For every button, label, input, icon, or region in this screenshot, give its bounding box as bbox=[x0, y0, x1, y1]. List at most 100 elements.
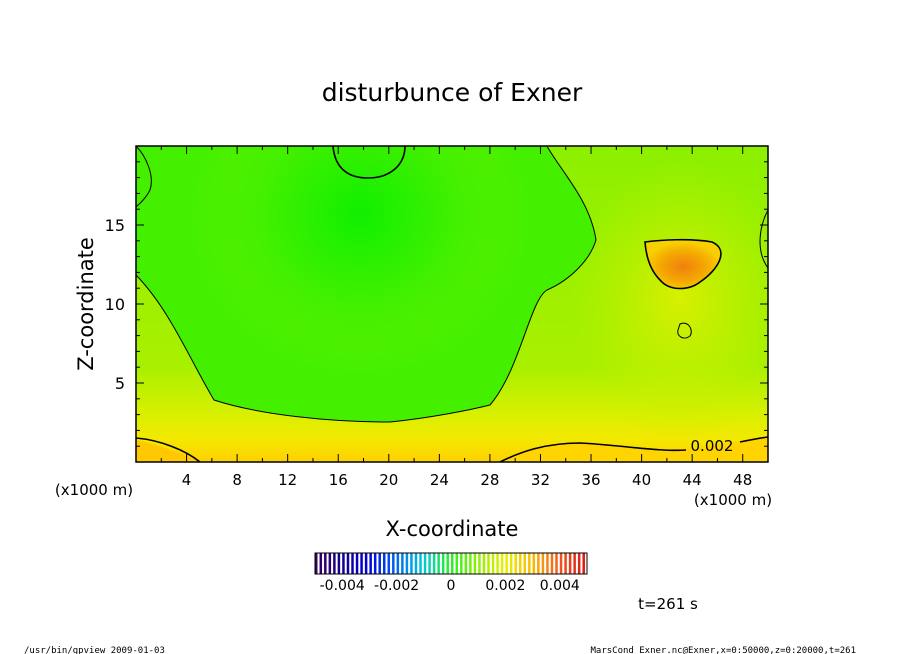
x-tick-label: 32 bbox=[531, 471, 550, 489]
colorbar-tick-label: -0.002 bbox=[374, 578, 419, 594]
colorbar-swatch bbox=[460, 553, 463, 574]
field-right-warm-zone bbox=[570, 160, 768, 440]
x-tick-label: 4 bbox=[182, 471, 192, 489]
colorbar-swatch bbox=[396, 553, 400, 574]
colorbar-swatch bbox=[419, 553, 422, 574]
colorbar-swatch bbox=[519, 553, 522, 574]
x-tick-label: 24 bbox=[430, 471, 449, 489]
footer-right: MarsCond_Exner.nc@Exner,x=0:50000,z=0:20… bbox=[590, 646, 856, 654]
colorbar-ticks: -0.004 -0.002 0 0.002 0.004 bbox=[320, 578, 580, 594]
colorbar-swatch bbox=[537, 553, 540, 574]
chart-title: disturbunce of Exner bbox=[322, 78, 583, 107]
x-tick-label: 44 bbox=[683, 471, 702, 489]
colorbar-swatch bbox=[577, 553, 581, 574]
colorbar-swatch bbox=[523, 553, 527, 574]
contour-line-bottom-left bbox=[136, 437, 201, 462]
x-tick-label: 12 bbox=[278, 471, 297, 489]
x-tick-label: 8 bbox=[232, 471, 242, 489]
colorbar-swatch bbox=[482, 553, 486, 574]
colorbar-swatch bbox=[555, 553, 558, 574]
colorbar-swatch bbox=[491, 553, 495, 574]
footer-left: /usr/bin/gpview 2009-01-03 bbox=[24, 646, 165, 654]
field-hot-spot bbox=[645, 239, 721, 289]
colorbar-swatch bbox=[451, 553, 454, 574]
contour-line-hot-spot bbox=[644, 238, 722, 290]
colorbar-swatch bbox=[487, 553, 490, 574]
colorbar-swatch bbox=[346, 553, 350, 574]
colorbar-swatch bbox=[355, 553, 359, 574]
colorbar-swatch bbox=[351, 553, 354, 574]
colorbar-swatch bbox=[405, 553, 409, 574]
colorbar-swatch bbox=[337, 553, 341, 574]
colorbar-swatch bbox=[500, 553, 504, 574]
contour-line-main bbox=[136, 146, 597, 423]
colorbar-swatch bbox=[541, 553, 545, 574]
colorbar-tick-label: 0.004 bbox=[540, 578, 580, 594]
x-axis: 4 8 12 16 20 24 28 32 36 40 44 48 bbox=[160, 146, 752, 489]
y-axis-label: Z-coordinate bbox=[74, 237, 98, 371]
colorbar-swatch bbox=[441, 553, 445, 574]
colorbar-swatch bbox=[410, 553, 413, 574]
colorbar-swatch bbox=[550, 553, 554, 574]
colorbar-swatch bbox=[373, 553, 377, 574]
colorbar-swatch bbox=[383, 553, 386, 574]
y-axis-unit: (x1000 m) bbox=[55, 481, 133, 499]
colorbar-swatch bbox=[473, 553, 477, 574]
colorbar-tick-label: 0 bbox=[447, 578, 456, 594]
colorbar-swatch bbox=[496, 553, 499, 574]
colorbar-swatch bbox=[582, 553, 585, 574]
colorbar-swatch bbox=[446, 553, 449, 574]
colorbar-swatch bbox=[564, 553, 567, 574]
colorbar-swatch bbox=[319, 553, 323, 574]
colorbar-swatch bbox=[342, 553, 345, 574]
colorbar-swatch bbox=[401, 553, 404, 574]
contour-line-bottom-right bbox=[499, 442, 687, 462]
colorbar-swatch bbox=[328, 553, 332, 574]
colorbar-swatch bbox=[509, 553, 513, 574]
field-bottom-warm bbox=[136, 440, 200, 462]
colorbar-swatch bbox=[324, 553, 327, 574]
x-tick-label: 20 bbox=[379, 471, 398, 489]
colorbar-swatch bbox=[333, 553, 336, 574]
contour-line-small-loop bbox=[677, 322, 692, 339]
colorbar-swatch bbox=[528, 553, 531, 574]
contour-line-upper-left bbox=[136, 146, 152, 208]
colorbar-swatch bbox=[478, 553, 481, 574]
colorbar-swatch bbox=[469, 553, 472, 574]
x-tick-label: 28 bbox=[480, 471, 499, 489]
colorbar-swatch bbox=[432, 553, 436, 574]
colorbar-swatch bbox=[428, 553, 431, 574]
colorbar-swatch bbox=[573, 553, 576, 574]
colorbar-swatch bbox=[315, 553, 318, 574]
x-axis-label: X-coordinate bbox=[386, 517, 519, 541]
y-tick-label: 15 bbox=[105, 216, 125, 235]
colorbar-swatch bbox=[559, 553, 563, 574]
contour-line-bottom-right-end bbox=[739, 436, 768, 443]
colorbar-swatch bbox=[360, 553, 363, 574]
contour-line-right-edge bbox=[759, 209, 768, 269]
y-tick-label: 5 bbox=[115, 374, 125, 393]
time-label: t=261 s bbox=[638, 595, 698, 613]
colorbar-swatch bbox=[423, 553, 427, 574]
colorbar-swatch bbox=[546, 553, 549, 574]
colorbar-swatch bbox=[392, 553, 395, 574]
colorbar-swatch bbox=[387, 553, 391, 574]
field-green-core bbox=[190, 146, 530, 390]
colorbar-frame bbox=[314, 552, 588, 575]
colorbar-swatch bbox=[369, 553, 372, 574]
contour-label: 0.002 bbox=[691, 437, 734, 455]
colorbar-swatch bbox=[568, 553, 572, 574]
y-tick-label: 10 bbox=[105, 295, 125, 314]
colorbar-swatch bbox=[532, 553, 536, 574]
x-tick-label: 48 bbox=[733, 471, 752, 489]
x-tick-label: 36 bbox=[581, 471, 600, 489]
colorbar-swatch bbox=[455, 553, 459, 574]
contour-line-green-core bbox=[332, 146, 406, 179]
colorbar-swatch bbox=[464, 553, 468, 574]
x-axis-unit: (x1000 m) bbox=[694, 491, 772, 509]
plot-area bbox=[136, 146, 768, 462]
colorbar-swatch bbox=[437, 553, 440, 574]
colorbar-swatch bbox=[505, 553, 508, 574]
colorbar-tick-label: -0.004 bbox=[320, 578, 365, 594]
